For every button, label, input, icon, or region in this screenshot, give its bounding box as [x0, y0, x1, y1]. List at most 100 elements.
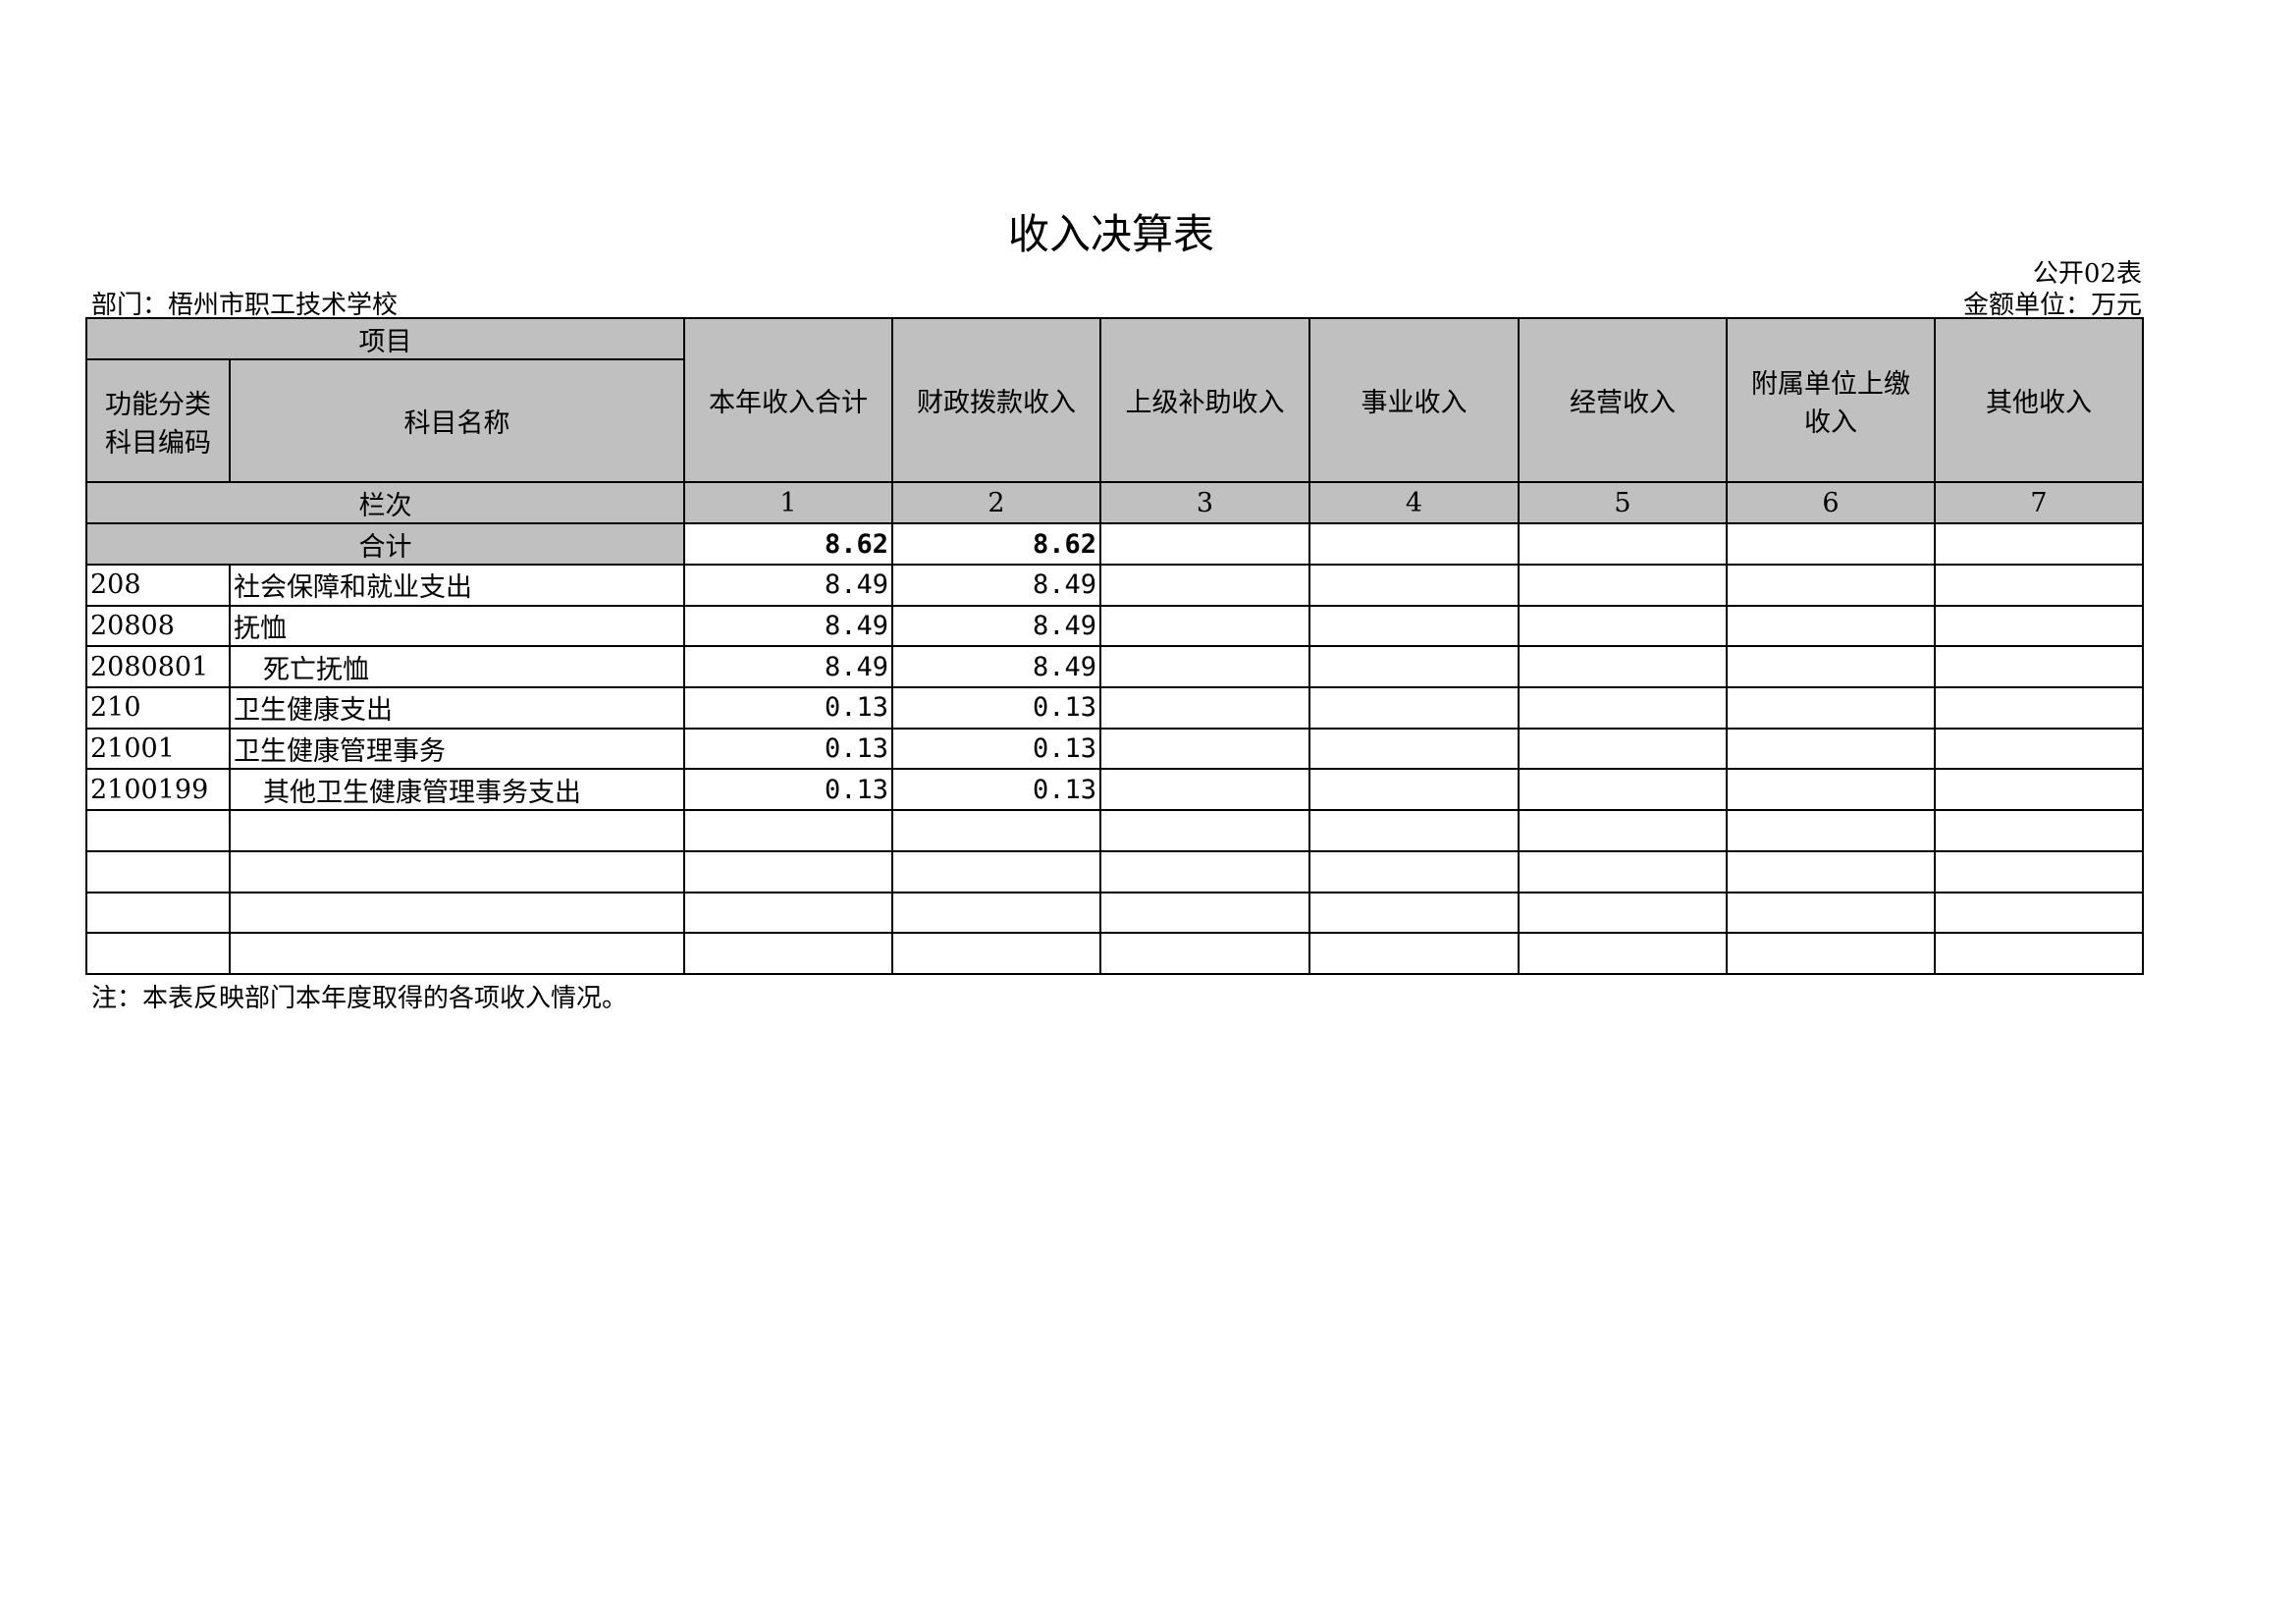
- table-note: 注：本表反映部门本年度取得的各项收入情况。: [91, 984, 628, 1013]
- row-value: [1934, 768, 2144, 812]
- row-value: [1099, 564, 1310, 607]
- row-value: 8.49: [891, 645, 1101, 689]
- total-value: [1099, 522, 1310, 566]
- header-col-1: 本年收入合计: [683, 317, 893, 483]
- empty-cell: [1518, 809, 1728, 852]
- row-value: [1099, 604, 1310, 648]
- column-number: 1: [683, 481, 893, 524]
- table-row: 210 卫生健康支出 0.13 0.13: [85, 686, 2144, 730]
- row-value: [1726, 686, 1936, 730]
- row-value: 0.13: [891, 727, 1101, 771]
- empty-cell: [891, 849, 1101, 893]
- empty-cell: [1099, 932, 1310, 975]
- empty-cell: [683, 849, 893, 893]
- empty-cell: [1518, 932, 1728, 975]
- row-value: [1308, 768, 1520, 812]
- header-col-2: 财政拨款收入: [891, 317, 1101, 483]
- row-value: 8.49: [683, 564, 893, 607]
- row-value: [1308, 564, 1520, 607]
- header-project: 项目: [85, 317, 685, 360]
- row-value: [1308, 727, 1520, 771]
- table-row: 20808 抚恤 8.49 8.49: [85, 604, 2144, 648]
- row-value: [1308, 686, 1520, 730]
- total-label: 合计: [85, 522, 685, 566]
- row-name: 卫生健康支出: [229, 686, 685, 730]
- table-row: 2080801 死亡抚恤 8.49 8.49: [85, 645, 2144, 689]
- empty-cell: [1308, 891, 1520, 935]
- header-col-4: 事业收入: [1308, 317, 1520, 483]
- empty-cell: [683, 891, 893, 935]
- row-value: [1726, 604, 1936, 648]
- row-code: 208: [85, 564, 231, 607]
- empty-cell: [1726, 891, 1936, 935]
- empty-cell: [85, 849, 231, 893]
- empty-cell: [1308, 849, 1520, 893]
- row-value: 0.13: [891, 686, 1101, 730]
- empty-cell: [683, 809, 893, 852]
- unit-label: 金额单位：万元: [1962, 291, 2142, 320]
- row-value: 0.13: [683, 768, 893, 812]
- row-value: [1099, 686, 1310, 730]
- empty-row: [85, 849, 2144, 893]
- header-name: 科目名称: [229, 358, 685, 483]
- row-code: 20808: [85, 604, 231, 648]
- empty-cell: [1099, 849, 1310, 893]
- table-row: 208 社会保障和就业支出 8.49 8.49: [85, 564, 2144, 607]
- row-value: [1518, 604, 1728, 648]
- empty-cell: [1099, 891, 1310, 935]
- empty-row: [85, 932, 2144, 975]
- column-number-label: 栏次: [85, 481, 685, 524]
- table-row: 2100199 其他卫生健康管理事务支出 0.13 0.13: [85, 768, 2144, 812]
- row-name: 社会保障和就业支出: [229, 564, 685, 607]
- row-name: 其他卫生健康管理事务支出: [229, 768, 685, 812]
- row-value: [1518, 564, 1728, 607]
- empty-row: [85, 891, 2144, 935]
- empty-cell: [229, 849, 685, 893]
- total-value: [1518, 522, 1728, 566]
- total-value: [1308, 522, 1520, 566]
- empty-cell: [891, 891, 1101, 935]
- row-value: 0.13: [683, 727, 893, 771]
- row-value: [1726, 768, 1936, 812]
- header-col-3: 上级补助收入: [1099, 317, 1310, 483]
- row-value: [1934, 686, 2144, 730]
- row-value: [1518, 768, 1728, 812]
- total-value: 8.62: [891, 522, 1101, 566]
- row-value: 0.13: [891, 768, 1101, 812]
- row-value: 8.49: [683, 604, 893, 648]
- header-col-7: 其他收入: [1934, 317, 2144, 483]
- column-number: 3: [1099, 481, 1310, 524]
- empty-row: [85, 809, 2144, 852]
- row-value: 8.49: [683, 645, 893, 689]
- row-name: 死亡抚恤: [229, 645, 685, 689]
- empty-cell: [1726, 809, 1936, 852]
- row-name: 抚恤: [229, 604, 685, 648]
- row-value: [1518, 686, 1728, 730]
- empty-cell: [1934, 891, 2144, 935]
- row-code: 2080801: [85, 645, 231, 689]
- empty-cell: [1308, 932, 1520, 975]
- department-label: 部门：梧州市职工技术学校: [91, 291, 399, 320]
- row-value: [1308, 604, 1520, 648]
- row-name: 卫生健康管理事务: [229, 727, 685, 771]
- total-row: 合计 8.62 8.62: [85, 522, 2144, 566]
- empty-cell: [1099, 809, 1310, 852]
- row-value: [1099, 727, 1310, 771]
- row-value: [1099, 768, 1310, 812]
- header-col-5: 经营收入: [1518, 317, 1728, 483]
- empty-cell: [229, 809, 685, 852]
- empty-cell: [1934, 809, 2144, 852]
- table-row: 21001 卫生健康管理事务 0.13 0.13: [85, 727, 2144, 771]
- row-value: [1726, 645, 1936, 689]
- row-value: 8.49: [891, 564, 1101, 607]
- empty-cell: [1934, 932, 2144, 975]
- header-col-6: 附属单位上缴收入: [1726, 317, 1936, 483]
- empty-cell: [1308, 809, 1520, 852]
- row-value: [1726, 564, 1936, 607]
- empty-cell: [1726, 849, 1936, 893]
- page-title: 收入决算表: [1007, 210, 1214, 258]
- empty-cell: [85, 891, 231, 935]
- row-value: 0.13: [683, 686, 893, 730]
- column-number: 2: [891, 481, 1101, 524]
- row-code: 21001: [85, 727, 231, 771]
